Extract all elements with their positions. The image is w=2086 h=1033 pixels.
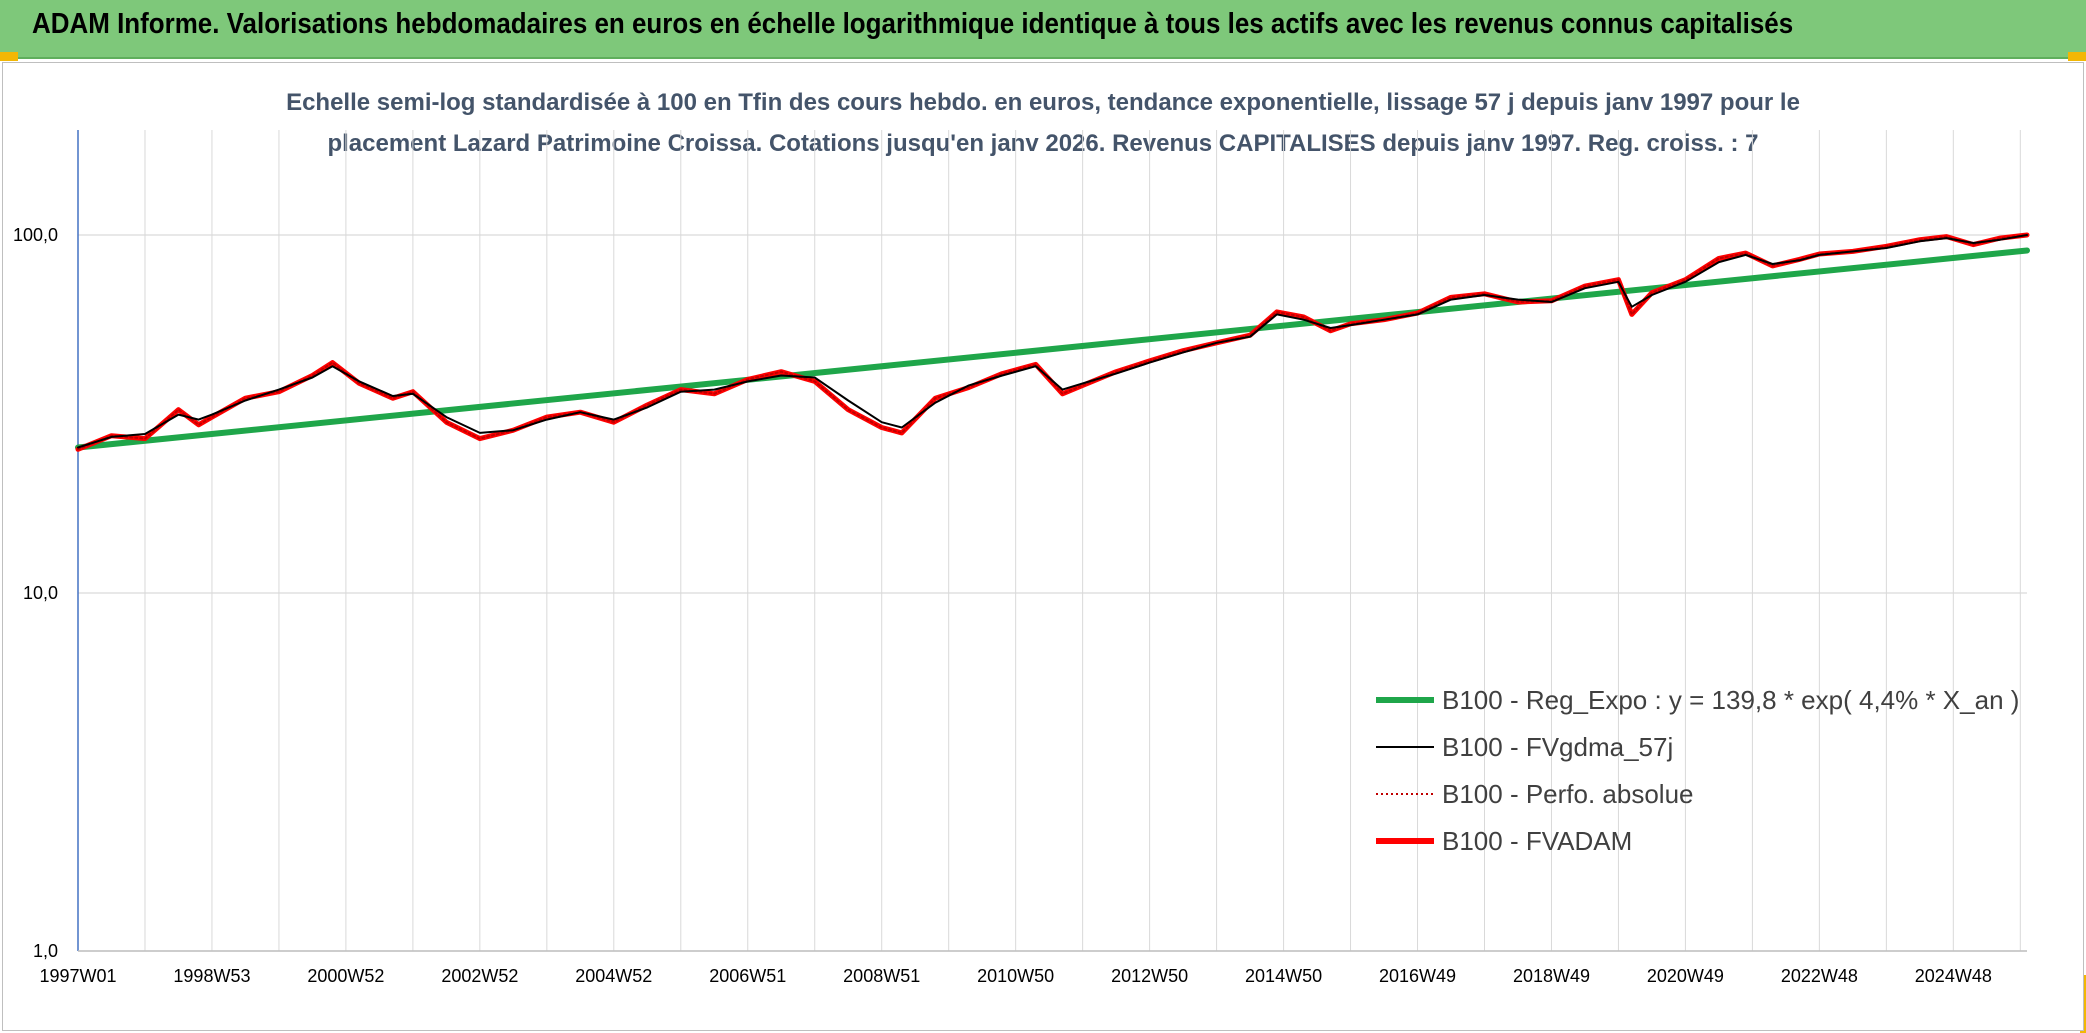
x-tick-label: 2014W50: [1245, 966, 1322, 986]
chart-subtitle-line-1: Echelle semi-log standardisée à 100 en T…: [286, 89, 1800, 116]
y-tick-label: 1,0: [33, 941, 58, 961]
page-title: ADAM Informe. Valorisations hebdomadaire…: [32, 8, 1794, 40]
x-tick-label: 1997W01: [39, 966, 116, 986]
x-tick-label: 2002W52: [441, 966, 518, 986]
corner-mark-top-left: [0, 52, 18, 61]
x-tick-label: 2024W48: [1915, 966, 1992, 986]
series-lines: [75, 232, 2030, 452]
x-tick-label: 2020W49: [1647, 966, 1724, 986]
legend-label-fvadam: B100 - FVADAM: [1442, 826, 1632, 856]
legend: B100 - Reg_Expo : y = 139,8 * exp( 4,4% …: [1376, 685, 2019, 856]
gridlines: [77, 130, 2027, 952]
x-tick-label: 2006W51: [709, 966, 786, 986]
x-tick-label: 2016W49: [1379, 966, 1456, 986]
series-line-smoothed: [77, 234, 2028, 449]
y-tick-label: 100,0: [13, 225, 58, 245]
x-tick-label: 2018W49: [1513, 966, 1590, 986]
series-line-absolute: [77, 234, 2028, 451]
x-tick-label: 2022W48: [1781, 966, 1858, 986]
x-tick-label: 2012W50: [1111, 966, 1188, 986]
title-bar: ADAM Informe. Valorisations hebdomadaire…: [0, 0, 2086, 59]
chart-area: [2, 62, 2084, 1031]
x-tick-label: 2004W52: [575, 966, 652, 986]
axes: [77, 130, 2027, 952]
x-tick-label: 2010W50: [977, 966, 1054, 986]
x-tick-label: 2008W51: [843, 966, 920, 986]
corner-mark-top-right: [2068, 52, 2086, 61]
x-tick-label: 1998W53: [173, 966, 250, 986]
tick-labels: 100,0 10,0 1,0 1997W01 1998W53 2000W52 2002W52…: [13, 225, 1992, 986]
legend-label-smoothed: B100 - FVgdma_57j: [1442, 732, 1673, 762]
chart-subtitle-line-2: placement Lazard Patrimoine Croissa. Cot…: [327, 130, 1759, 157]
series-line-trend: [75, 247, 2030, 451]
x-tick-label: 2000W52: [307, 966, 384, 986]
legend-label-absolute: B100 - Perfo. absolue: [1442, 779, 1694, 809]
legend-label-trend: B100 - Reg_Expo : y = 139,8 * exp( 4,4% …: [1442, 685, 2019, 715]
y-tick-label: 10,0: [23, 583, 58, 603]
